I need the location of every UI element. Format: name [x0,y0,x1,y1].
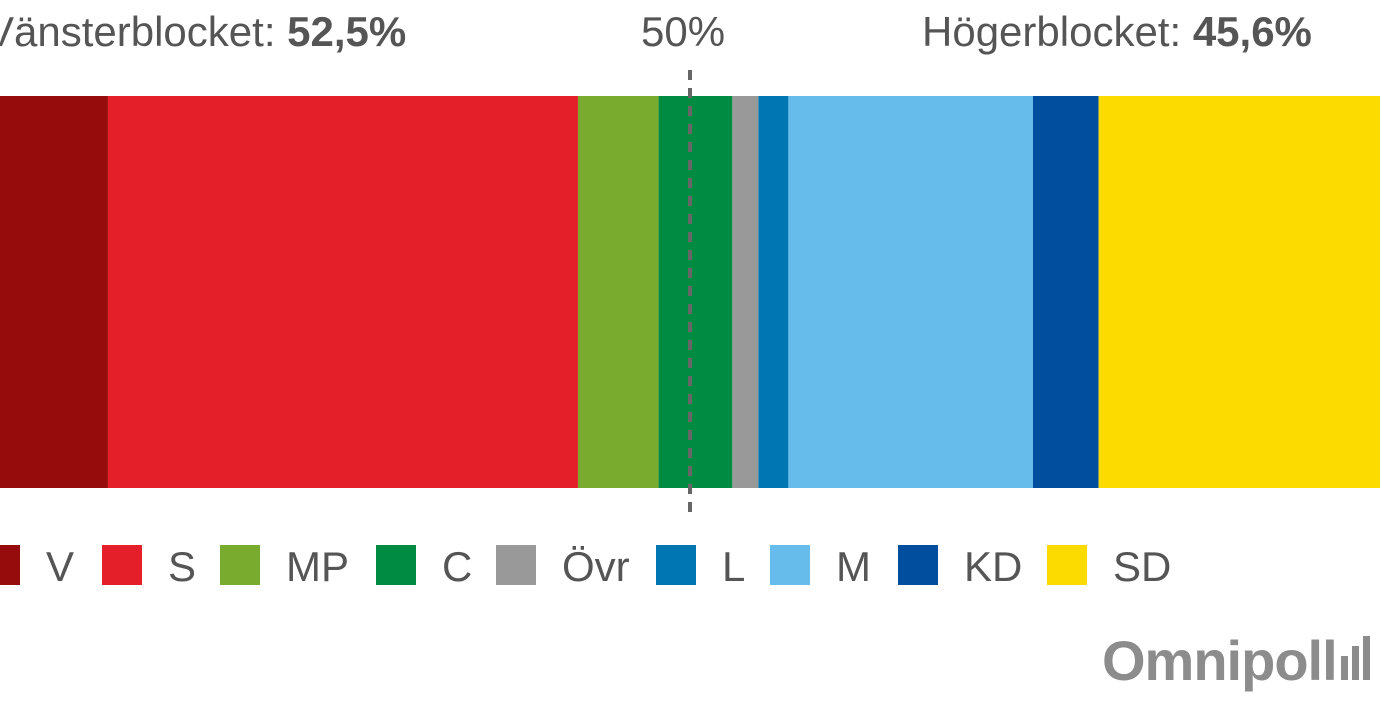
right-block-name: Högerblocket: [922,8,1193,55]
bar-segment-m [788,96,1033,488]
legend-swatch-kd [898,545,938,585]
bar-segment-mp [577,96,659,488]
right-block-label: Högerblocket: 45,6% [922,8,1312,56]
legend-label-sd: SD [1113,543,1171,590]
legend-label-övr: Övr [562,543,630,590]
legend-swatch-m [770,545,810,585]
omnipoll-logo: Omnipoll [1102,628,1374,693]
legend-swatch-c [376,545,416,585]
legend-label-s: S [168,543,196,590]
bar-segment-kd [1032,96,1099,488]
legend-label-c: C [442,543,472,590]
left-block-label: Vänsterblocket: 52,5% [0,8,406,56]
bar-segment-övr [732,96,759,488]
legend-label-m: M [836,543,871,590]
legend: V S MP C Övr L M KD SD [0,543,1171,590]
left-block-name: Vänsterblocket: [0,8,288,55]
logo-bars-icon [1340,628,1374,693]
left-block-value: 52,5% [287,8,407,55]
legend-label-kd: KD [964,543,1022,590]
bar-segment-c [658,96,733,488]
bar-segments [0,96,1380,488]
legend-swatch-sd [1047,545,1087,585]
legend-swatch-v [0,545,20,585]
legend-swatch-övr [496,545,536,585]
right-block-value: 45,6% [1192,8,1312,55]
bar-segment-l [758,96,789,488]
bar-segment-v [0,96,108,488]
legend-swatch-l [656,545,696,585]
bar-segment-s [107,96,578,488]
legend-swatch-s [102,545,142,585]
legend-swatch-mp [220,545,260,585]
logo-text: Omnipoll [1102,629,1338,692]
bar-segment-sd [1098,96,1380,488]
legend-label-l: L [722,543,745,590]
legend-label-mp: MP [286,543,349,590]
threshold-label: 50% [641,8,726,55]
legend-label-v: V [46,543,74,590]
